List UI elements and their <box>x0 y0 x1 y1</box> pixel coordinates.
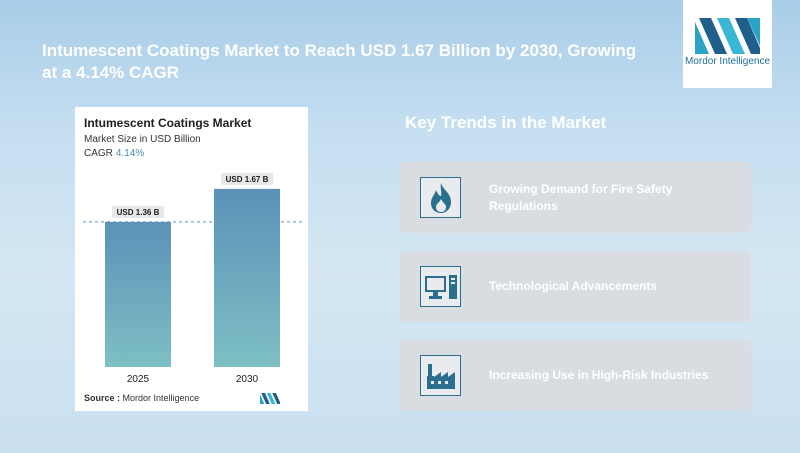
trend-icon-box <box>420 355 461 396</box>
bar-chart: USD 1.36 B 2025 USD 1.67 B 2030 <box>83 172 303 385</box>
cagr-label: CAGR <box>84 148 113 159</box>
trend-icon-box <box>420 177 461 218</box>
trend-label: Growing Demand for Fire Safety Regulatio… <box>489 181 673 213</box>
headline: Intumescent Coatings Market to Reach USD… <box>42 41 637 82</box>
source-value: Mordor Intelligence <box>122 393 200 403</box>
cagr-value: 4.14% <box>115 148 145 159</box>
logo-text: Mordor Intelligence <box>684 56 771 67</box>
tick-label-2030: 2030 <box>236 374 259 385</box>
chart-card: Intumescent Coatings Market Market Size … <box>75 107 308 411</box>
trend-card-high-risk-industries: Increasing Use in High-Risk Industries <box>400 340 751 411</box>
mordor-logo-icon <box>695 18 760 54</box>
data-label-2025: USD 1.36 B <box>117 208 160 217</box>
trend-label: Increasing Use in High-Risk Industries <box>489 368 709 382</box>
flame-icon <box>430 182 451 213</box>
tick-label-2025: 2025 <box>127 374 150 385</box>
bar-2025 <box>105 221 171 367</box>
data-label-2030: USD 1.67 B <box>226 175 269 184</box>
bar-2030 <box>214 188 280 367</box>
chart-subtitle: Market Size in USD Billion <box>84 134 201 145</box>
chart-title: Intumescent Coatings Market <box>84 116 252 130</box>
trend-icon-box <box>420 266 461 307</box>
trend-card-fire-safety: Growing Demand for Fire Safety Regulatio… <box>400 162 751 233</box>
computer-icon <box>424 274 457 299</box>
trends-title: Key Trends in the Market <box>405 113 607 132</box>
mordor-logo: Mordor Intelligence <box>683 0 772 88</box>
data-label-bg-2025 <box>112 205 164 218</box>
trend-label: Technological Advancements <box>489 279 658 293</box>
source-label: Source : <box>84 393 121 403</box>
chart-cagr: CAGR 4.14% <box>84 148 144 159</box>
data-label-bg-2030 <box>221 172 273 185</box>
chart-source: Source : Mordor Intelligence <box>84 393 199 403</box>
trend-card-technology: Technological Advancements <box>400 251 751 322</box>
mini-mordor-logo-icon <box>260 392 280 405</box>
factory-icon <box>426 363 455 389</box>
